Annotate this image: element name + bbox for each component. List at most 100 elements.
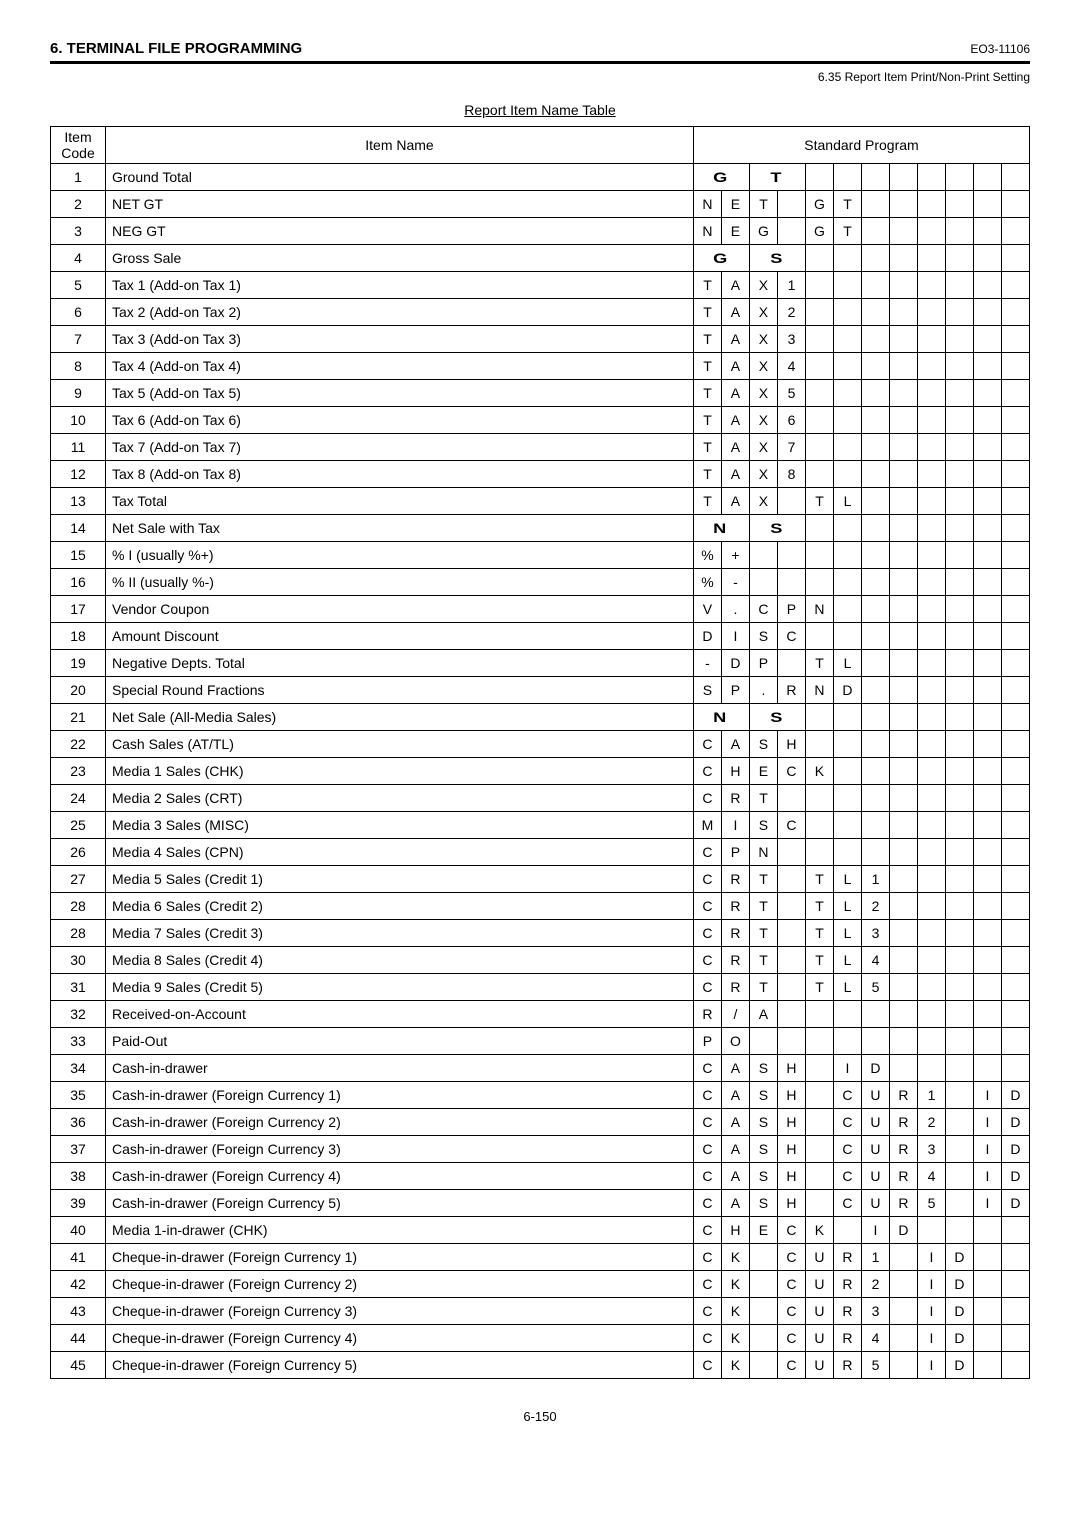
table-row: 32Received-on-AccountR/A xyxy=(51,1001,1030,1028)
cell-prog xyxy=(973,893,1001,920)
cell-prog xyxy=(833,245,861,272)
cell-prog xyxy=(945,407,973,434)
cell-prog xyxy=(1001,164,1029,191)
cell-prog: K xyxy=(721,1352,749,1379)
cell-prog: T xyxy=(749,893,777,920)
cell-prog xyxy=(945,731,973,758)
cell-prog xyxy=(861,785,889,812)
cell-prog xyxy=(917,785,945,812)
cell-code: 19 xyxy=(51,650,106,677)
cell-prog: A xyxy=(721,353,749,380)
cell-prog xyxy=(805,353,833,380)
cell-code: 45 xyxy=(51,1352,106,1379)
cell-prog: 2 xyxy=(917,1109,945,1136)
table-row: 40Media 1-in-drawer (CHK)CHECKID xyxy=(51,1217,1030,1244)
cell-prog: T xyxy=(805,974,833,1001)
cell-prog xyxy=(917,542,945,569)
cell-prog: C xyxy=(693,1136,721,1163)
cell-prog xyxy=(805,407,833,434)
cell-prog: T xyxy=(805,650,833,677)
cell-prog xyxy=(777,542,805,569)
cell-prog: T xyxy=(693,272,721,299)
cell-prog xyxy=(889,947,917,974)
cell-name: Cheque-in-drawer (Foreign Currency 2) xyxy=(106,1271,694,1298)
table-row: 24Media 2 Sales (CRT)CRT xyxy=(51,785,1030,812)
cell-code: 18 xyxy=(51,623,106,650)
cell-prog: H xyxy=(777,1109,805,1136)
cell-prog xyxy=(917,569,945,596)
cell-prog: R xyxy=(777,677,805,704)
cell-prog xyxy=(833,299,861,326)
cell-prog: H xyxy=(721,758,749,785)
cell-prog xyxy=(889,326,917,353)
cell-prog xyxy=(749,1244,777,1271)
cell-prog xyxy=(973,542,1001,569)
cell-prog xyxy=(917,596,945,623)
cell-prog xyxy=(861,299,889,326)
cell-prog xyxy=(1001,839,1029,866)
cell-prog xyxy=(1001,812,1029,839)
cell-prog: A xyxy=(721,1082,749,1109)
cell-prog xyxy=(917,839,945,866)
cell-prog xyxy=(973,218,1001,245)
cell-prog: 3 xyxy=(917,1136,945,1163)
cell-prog xyxy=(833,731,861,758)
cell-prog xyxy=(889,434,917,461)
cell-name: Tax 3 (Add-on Tax 3) xyxy=(106,326,694,353)
cell-prog xyxy=(945,1028,973,1055)
cell-prog xyxy=(973,758,1001,785)
cell-code: 41 xyxy=(51,1244,106,1271)
cell-prog xyxy=(917,866,945,893)
cell-prog xyxy=(945,1163,973,1190)
cell-prog xyxy=(861,596,889,623)
cell-prog xyxy=(805,245,833,272)
cell-prog xyxy=(973,974,1001,1001)
cell-prog xyxy=(805,1055,833,1082)
cell-prog xyxy=(805,812,833,839)
cell-prog xyxy=(1001,596,1029,623)
cell-prog xyxy=(1001,677,1029,704)
cell-prog: C xyxy=(693,1325,721,1352)
cell-prog xyxy=(917,893,945,920)
cell-code: 38 xyxy=(51,1163,106,1190)
cell-prog: C xyxy=(693,731,721,758)
cell-name: Cash Sales (AT/TL) xyxy=(106,731,694,758)
cell-prog xyxy=(777,866,805,893)
cell-code: 6 xyxy=(51,299,106,326)
cell-prog: D xyxy=(1001,1082,1029,1109)
cell-name: Tax 2 (Add-on Tax 2) xyxy=(106,299,694,326)
cell-prog xyxy=(889,650,917,677)
table-row: 41Cheque-in-drawer (Foreign Currency 1)C… xyxy=(51,1244,1030,1271)
cell-prog: I xyxy=(973,1190,1001,1217)
cell-prog: % xyxy=(693,569,721,596)
cell-prog xyxy=(889,1298,917,1325)
cell-prog: K xyxy=(721,1244,749,1271)
cell-name: Cash-in-drawer (Foreign Currency 2) xyxy=(106,1109,694,1136)
cell-prog: R xyxy=(721,893,749,920)
cell-prog xyxy=(973,839,1001,866)
cell-prog xyxy=(917,920,945,947)
cell-prog xyxy=(805,164,833,191)
cell-prog xyxy=(917,164,945,191)
page-number: 6-150 xyxy=(50,1409,1030,1424)
cell-prog xyxy=(945,893,973,920)
cell-prog: C xyxy=(693,1082,721,1109)
cell-prog xyxy=(749,1352,777,1379)
cell-prog: T xyxy=(805,947,833,974)
cell-prog: C xyxy=(833,1163,861,1190)
cell-prog xyxy=(833,461,861,488)
cell-prog: T xyxy=(749,920,777,947)
cell-prog: S xyxy=(749,812,777,839)
cell-prog xyxy=(833,164,861,191)
cell-code: 25 xyxy=(51,812,106,839)
cell-name: NEG GT xyxy=(106,218,694,245)
cell-prog xyxy=(777,650,805,677)
cell-prog xyxy=(945,1109,973,1136)
cell-prog xyxy=(973,353,1001,380)
cell-prog: 5 xyxy=(917,1190,945,1217)
table-row: 12Tax 8 (Add-on Tax 8)TAX8 xyxy=(51,461,1030,488)
cell-prog: S xyxy=(693,677,721,704)
cell-prog xyxy=(1001,920,1029,947)
cell-prog xyxy=(1001,1217,1029,1244)
cell-name: Cheque-in-drawer (Foreign Currency 3) xyxy=(106,1298,694,1325)
